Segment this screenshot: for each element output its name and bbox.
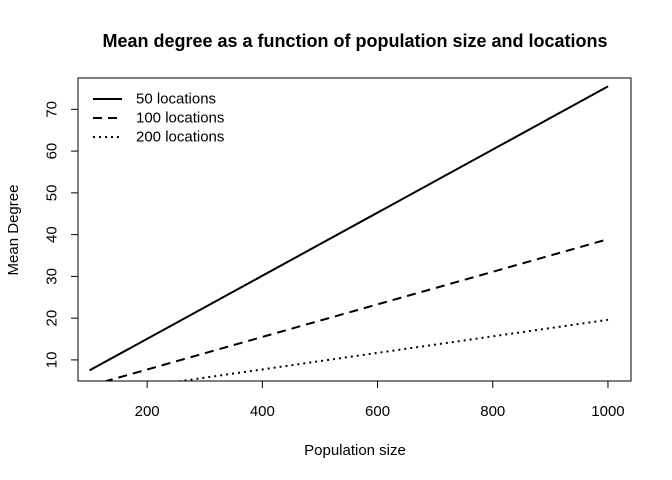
series-layer (89, 85, 609, 381)
x-tick-label: 600 (365, 403, 390, 420)
chart-title: Mean degree as a function of population … (102, 31, 607, 51)
y-tick-label: 50 (44, 185, 61, 202)
x-tick-label: 200 (135, 403, 160, 420)
legend-label: 200 locations (136, 129, 224, 146)
series-line-dashed (102, 238, 609, 381)
y-axis: 10 20 30 40 50 60 70 (44, 101, 79, 368)
y-axis-label: Mean Degree (5, 185, 22, 276)
y-tick-label: 30 (44, 268, 61, 285)
x-tick-label: 400 (250, 403, 275, 420)
x-tick-label: 1000 (591, 403, 624, 420)
x-axis-label: Population size (304, 442, 406, 459)
x-axis: 200 400 600 800 1000 (135, 380, 625, 420)
legend-label: 100 locations (136, 110, 224, 127)
series-line-solid (89, 85, 609, 372)
series-line-dotted (174, 318, 609, 381)
y-tick-label: 20 (44, 310, 61, 327)
legend: 50 locations 100 locations 200 locations (93, 91, 224, 146)
y-tick-label: 60 (44, 143, 61, 160)
legend-label: 50 locations (136, 91, 216, 108)
x-tick-label: 800 (480, 403, 505, 420)
y-tick-label: 10 (44, 352, 61, 369)
y-tick-label: 40 (44, 226, 61, 243)
y-tick-label: 70 (44, 101, 61, 118)
